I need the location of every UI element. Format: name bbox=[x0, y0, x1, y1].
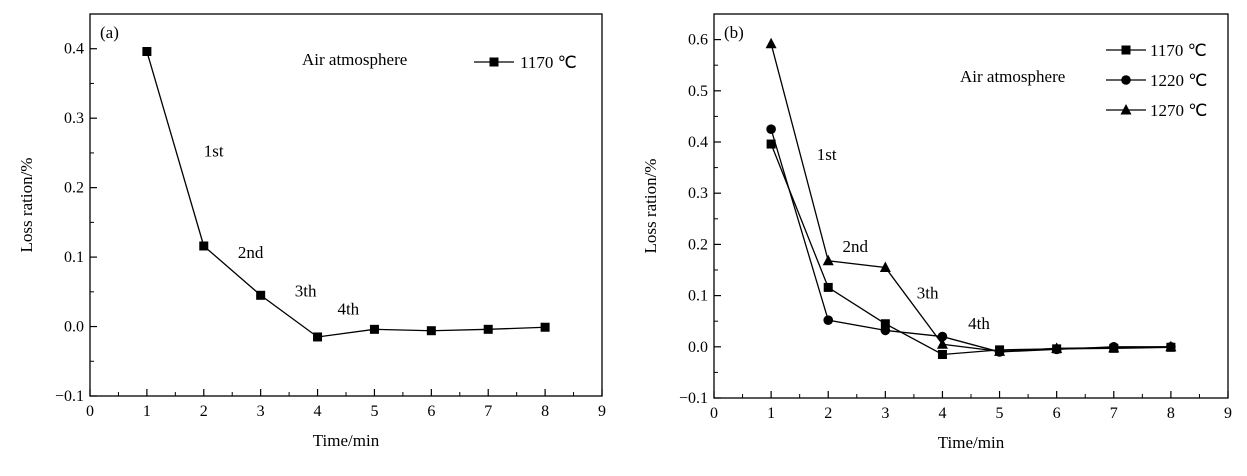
x-tick-label: 3 bbox=[257, 403, 265, 420]
data-point bbox=[879, 261, 891, 272]
y-tick-label: 0.5 bbox=[688, 83, 708, 100]
chart-panel-a: 0 1 2 3 4 5 6 7 8 9 −0.1 0.0 0.1 0.2 0.3 0.4 Time/min Los… bbox=[17, 13, 606, 450]
series-line-0 bbox=[146, 51, 546, 338]
data-point bbox=[765, 37, 777, 49]
data-point bbox=[937, 331, 948, 342]
step-annotation: 4th bbox=[968, 314, 990, 333]
legend-label: 1170 ℃ bbox=[520, 53, 577, 72]
x-tick-label: 1 bbox=[143, 403, 151, 420]
data-point bbox=[823, 315, 834, 325]
x-tick-label: 5 bbox=[370, 403, 378, 420]
chart-panel-b: 0 1 2 3 4 5 6 7 8 9 −0.1 0.0 0.1 0.2 0.3 0.4 0.5 0.6 Time/… bbox=[641, 13, 1232, 452]
legend-label: 1220 ℃ bbox=[1150, 71, 1207, 90]
y-tick-label: −0.1 bbox=[55, 388, 84, 405]
x-tick-label: 9 bbox=[1224, 405, 1232, 422]
x-tick-label: 9 bbox=[598, 403, 606, 420]
legend-label: 1170 ℃ bbox=[1150, 41, 1207, 60]
data-point bbox=[1108, 341, 1120, 353]
data-point bbox=[766, 124, 776, 134]
y-tick-label: 0.3 bbox=[688, 185, 708, 202]
data-point bbox=[823, 282, 833, 292]
data-point bbox=[256, 290, 266, 300]
x-tick-label: 5 bbox=[996, 405, 1004, 422]
series-line-1 bbox=[770, 129, 1171, 353]
data-point bbox=[142, 47, 152, 57]
legend: 1170 ℃ 1220 ℃ 1270 ℃ bbox=[1106, 41, 1207, 120]
panel-label: (a) bbox=[100, 23, 119, 42]
data-point bbox=[199, 241, 209, 251]
panel-label: (b) bbox=[724, 23, 744, 42]
legend-label: 1270 ℃ bbox=[1150, 101, 1207, 120]
y-tick-label: 0.4 bbox=[688, 134, 708, 151]
data-point bbox=[994, 345, 1006, 356]
data-point bbox=[313, 332, 323, 342]
data-point bbox=[822, 254, 834, 266]
step-annotation: 3th bbox=[917, 284, 939, 303]
x-tick-label: 6 bbox=[427, 403, 435, 420]
y-tick-label: 0.2 bbox=[64, 180, 84, 197]
step-annotation: 2nd bbox=[843, 237, 869, 256]
y-axis-label: Loss ration/% bbox=[641, 159, 660, 254]
series-line-2 bbox=[770, 43, 1171, 353]
x-tick-label: 6 bbox=[1053, 405, 1061, 422]
data-point bbox=[880, 319, 890, 329]
data-point bbox=[937, 349, 947, 359]
legend-marker-circle bbox=[1121, 75, 1131, 85]
step-annotation: 4th bbox=[337, 300, 359, 319]
x-tick-label: 0 bbox=[710, 405, 718, 422]
x-axis-label: Time/min bbox=[938, 433, 1005, 452]
atmosphere-label: Air atmosphere bbox=[960, 67, 1065, 86]
x-tick-label: 8 bbox=[1167, 405, 1175, 422]
step-annotation: 1st bbox=[204, 141, 224, 160]
x-axis-label: Time/min bbox=[313, 431, 380, 450]
x-tick-label: 3 bbox=[881, 405, 889, 422]
y-tick-label: 0.1 bbox=[688, 288, 708, 305]
x-tick-label: 2 bbox=[824, 405, 832, 422]
y-axis-label: Loss ration/% bbox=[17, 158, 36, 253]
data-point bbox=[1051, 342, 1063, 353]
data-point bbox=[426, 326, 436, 336]
y-tick-label: 0.6 bbox=[688, 32, 708, 49]
x-tick-label: 4 bbox=[938, 405, 946, 422]
data-point bbox=[936, 338, 948, 349]
y-tick-label: 0.4 bbox=[64, 41, 84, 58]
step-annotation: 3th bbox=[295, 282, 317, 301]
y-tick-label: 0.0 bbox=[64, 319, 84, 336]
data-point bbox=[483, 324, 493, 334]
x-tick-label: 4 bbox=[314, 403, 322, 420]
data-point bbox=[766, 139, 776, 149]
legend-marker-square bbox=[1121, 45, 1131, 55]
y-tick-label: −0.1 bbox=[679, 390, 708, 407]
x-tick-label: 7 bbox=[1110, 405, 1118, 422]
y-tick-label: 0.0 bbox=[688, 339, 708, 356]
atmosphere-label: Air atmosphere bbox=[302, 50, 407, 69]
step-annotation: 1st bbox=[817, 145, 837, 164]
data-point bbox=[1165, 340, 1177, 352]
data-point bbox=[369, 324, 379, 334]
legend: 1170 ℃ bbox=[474, 53, 577, 72]
y-tick-label: 0.2 bbox=[688, 236, 708, 253]
x-tick-label: 7 bbox=[484, 403, 492, 420]
x-tick-label: 8 bbox=[541, 403, 549, 420]
legend-marker-triangle bbox=[1120, 104, 1132, 115]
legend-marker-square bbox=[489, 57, 499, 67]
x-tick-label: 2 bbox=[200, 403, 208, 420]
x-tick-label: 0 bbox=[86, 403, 94, 420]
step-annotation: 2nd bbox=[238, 243, 264, 262]
y-tick-label: 0.1 bbox=[64, 249, 84, 266]
y-tick-label: 0.3 bbox=[64, 110, 84, 127]
data-point bbox=[540, 322, 550, 332]
data-point bbox=[880, 325, 891, 336]
x-tick-label: 1 bbox=[767, 405, 775, 422]
